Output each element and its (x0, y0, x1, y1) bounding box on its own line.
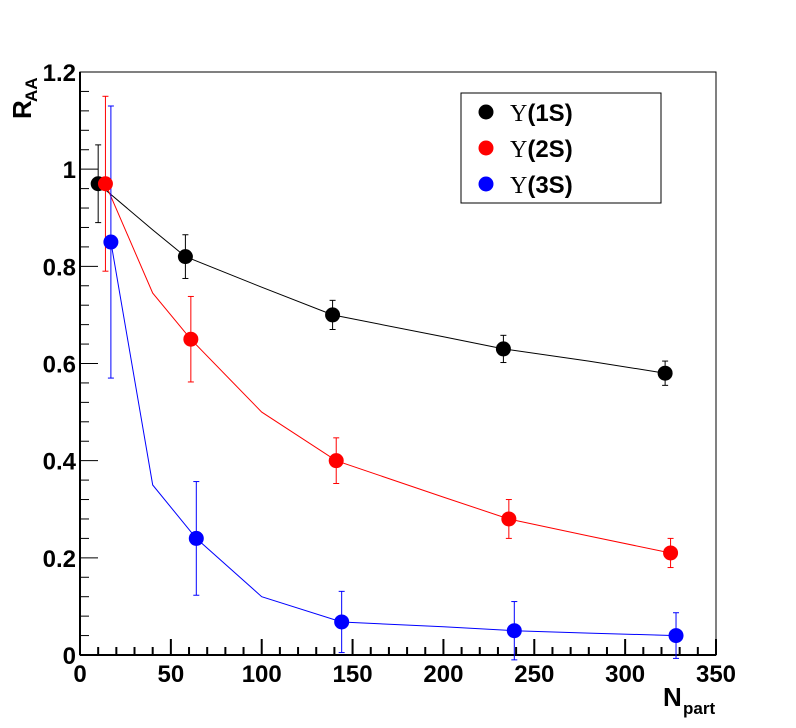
legend-label-2s: Υ(2S) (510, 136, 573, 163)
data-point (495, 341, 511, 357)
x-tick-label: 250 (514, 661, 554, 688)
legend-entry-2s: Υ(2S) (478, 136, 573, 163)
legend-label-1s: Υ(1S) (510, 100, 573, 127)
x-tick-label: 150 (333, 661, 373, 688)
data-point (97, 176, 113, 192)
y-tick-label: 0.2 (43, 546, 76, 573)
data-point (325, 307, 341, 323)
axis-ticks: 0 50 100 150 200 250 300 350 0 0.2 0.4 0.6 0.8 1 1.2 (43, 60, 736, 688)
x-tick-label: 0 (73, 661, 86, 688)
y-tick-label: 0.6 (43, 352, 76, 379)
data-point (334, 614, 350, 630)
data-point (177, 249, 193, 265)
data-point (188, 530, 204, 546)
y-axis-title-main: R (7, 100, 37, 119)
x-tick-label: 100 (242, 661, 282, 688)
data-point (103, 234, 119, 250)
y-tick-label: 0.8 (43, 254, 76, 281)
series-curve-2 (104, 183, 671, 554)
data-point (506, 623, 522, 639)
y-axis-title: R AA (7, 77, 41, 119)
x-tick-label: 300 (605, 661, 645, 688)
legend-entry-1s: Υ(1S) (478, 100, 573, 127)
data-point (183, 331, 199, 347)
legend-marker-3s (478, 176, 494, 192)
data-points (90, 176, 684, 644)
x-axis-title-main: N (663, 682, 682, 712)
y-tick-label: 0 (63, 643, 76, 670)
legend-marker-2s (478, 140, 494, 156)
y-tick-label: 1 (63, 157, 76, 184)
legend-entry-3s: Υ(3S) (478, 172, 573, 199)
data-point (668, 628, 684, 644)
x-axis-title: N part (663, 682, 715, 718)
x-tick-label: 50 (158, 661, 185, 688)
y-tick-label: 1.2 (43, 60, 76, 87)
legend-label-3s: Υ(3S) (510, 172, 573, 199)
y-axis-title-sub: AA (22, 77, 41, 102)
data-point (501, 511, 517, 527)
x-axis-title-sub: part (683, 699, 715, 718)
legend-box (460, 92, 662, 204)
data-point (663, 545, 679, 561)
series-curve-3 (110, 241, 677, 637)
x-tick-label: 350 (696, 661, 736, 688)
legend-marker-1s (478, 104, 494, 120)
data-point (657, 365, 673, 381)
x-tick-label: 200 (423, 661, 463, 688)
data-point (328, 453, 344, 469)
legend: Υ(1S) Υ(2S) Υ(3S) (460, 92, 662, 204)
y-tick-label: 0.4 (43, 449, 77, 476)
